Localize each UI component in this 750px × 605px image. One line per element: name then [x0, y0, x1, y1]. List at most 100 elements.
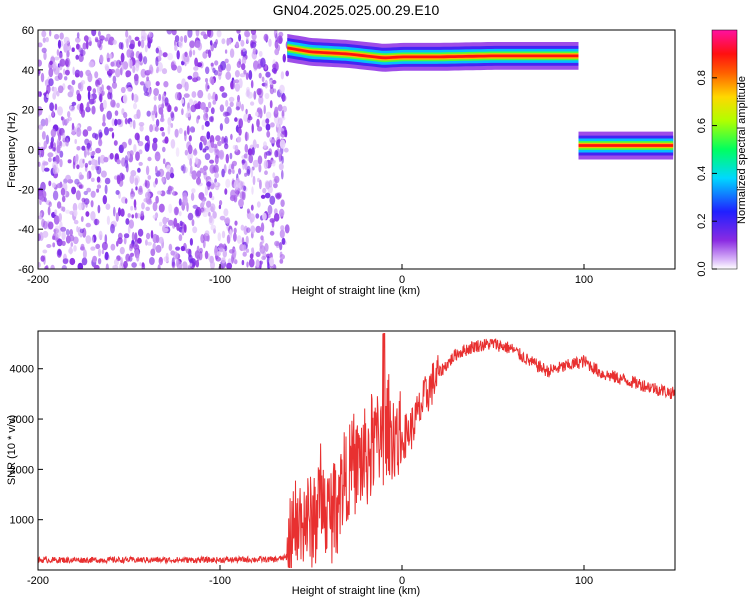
noise-speck	[95, 38, 99, 43]
noise-speck	[41, 30, 47, 38]
noise-speck	[216, 251, 221, 257]
y-tick-label: 3000	[10, 414, 34, 426]
noise-speck	[92, 255, 97, 263]
noise-speck	[56, 144, 61, 154]
noise-speck	[170, 123, 174, 128]
noise-speck	[154, 177, 158, 185]
noise-speck	[110, 243, 116, 251]
noise-speck	[190, 192, 195, 201]
noise-speck	[102, 99, 107, 110]
noise-speck	[272, 63, 277, 70]
noise-speck	[221, 92, 228, 98]
noise-speck	[224, 188, 228, 195]
noise-speck	[281, 116, 286, 121]
noise-speck	[153, 95, 157, 101]
noise-speck	[174, 35, 180, 43]
noise-speck	[152, 137, 158, 143]
noise-speck	[115, 212, 119, 222]
noise-speck	[48, 78, 54, 87]
noise-speck	[43, 140, 48, 150]
y-tick-label: -60	[18, 264, 34, 276]
noise-speck	[158, 49, 163, 57]
noise-speck	[234, 144, 239, 152]
noise-speck	[251, 247, 254, 253]
noise-speck	[92, 132, 97, 139]
noise-speck	[224, 49, 228, 54]
noise-speck	[67, 111, 71, 118]
noise-speck	[159, 127, 165, 132]
noise-speck	[82, 249, 87, 259]
noise-speck	[120, 257, 123, 267]
noise-speck	[91, 158, 96, 166]
noise-speck	[216, 69, 223, 77]
noise-speck	[167, 52, 174, 61]
noise-speck	[116, 102, 120, 109]
noise-speck	[285, 70, 290, 77]
noise-speck	[131, 92, 134, 101]
noise-speck	[39, 212, 42, 218]
noise-speck	[56, 238, 63, 247]
noise-speck	[240, 39, 245, 47]
noise-speck	[69, 246, 73, 255]
noise-speck	[121, 141, 128, 149]
noise-speck	[70, 242, 74, 247]
noise-speck	[173, 217, 178, 228]
noise-speck	[93, 264, 100, 269]
noise-speck	[90, 177, 95, 182]
noise-speck	[200, 196, 207, 202]
noise-speck	[174, 106, 178, 112]
noise-speck	[273, 88, 277, 93]
noise-speck	[155, 234, 160, 244]
x-tick-label: 0	[399, 575, 405, 587]
noise-speck	[269, 86, 275, 95]
noise-speck	[238, 118, 243, 129]
noise-speck	[77, 82, 82, 90]
noise-speck	[253, 60, 259, 70]
noise-speck	[250, 80, 254, 89]
noise-speck	[38, 262, 41, 268]
noise-speck	[248, 258, 255, 268]
noise-speck	[189, 40, 196, 48]
noise-speck	[52, 242, 56, 248]
noise-speck	[241, 159, 246, 164]
noise-speck	[59, 58, 66, 67]
noise-speck	[38, 70, 41, 75]
noise-speck	[134, 132, 140, 141]
noise-speck	[137, 40, 141, 47]
noise-speck	[277, 104, 283, 112]
noise-speck	[221, 38, 226, 45]
noise-speck	[165, 171, 171, 181]
noise-speck	[83, 148, 87, 158]
noise-speck	[209, 164, 215, 174]
noise-speck	[158, 256, 163, 266]
noise-speck	[110, 69, 116, 74]
noise-speck	[228, 38, 232, 45]
noise-speck	[107, 92, 112, 100]
noise-speck	[229, 152, 233, 160]
noise-speck	[69, 85, 74, 96]
noise-speck	[104, 234, 108, 244]
noise-speck	[264, 92, 270, 100]
noise-speck	[259, 260, 262, 269]
noise-speck	[234, 79, 240, 84]
noise-speck	[176, 222, 180, 231]
noise-speck	[202, 169, 207, 176]
noise-speck	[243, 185, 247, 191]
noise-speck	[85, 222, 92, 228]
noise-speck	[149, 124, 154, 133]
noise-speck	[107, 39, 111, 45]
noise-speck	[40, 72, 45, 83]
noise-speck	[215, 39, 219, 45]
noise-speck	[178, 127, 183, 134]
noise-speck	[127, 213, 131, 218]
noise-speck	[174, 44, 178, 52]
noise-speck	[71, 47, 75, 52]
noise-speck	[41, 218, 46, 228]
noise-speck	[79, 49, 86, 56]
noise-speck	[104, 184, 108, 195]
noise-speck	[277, 132, 282, 138]
noise-speck	[237, 136, 242, 143]
noise-speck	[113, 140, 118, 146]
noise-speck	[98, 129, 103, 139]
noise-speck	[123, 233, 130, 239]
